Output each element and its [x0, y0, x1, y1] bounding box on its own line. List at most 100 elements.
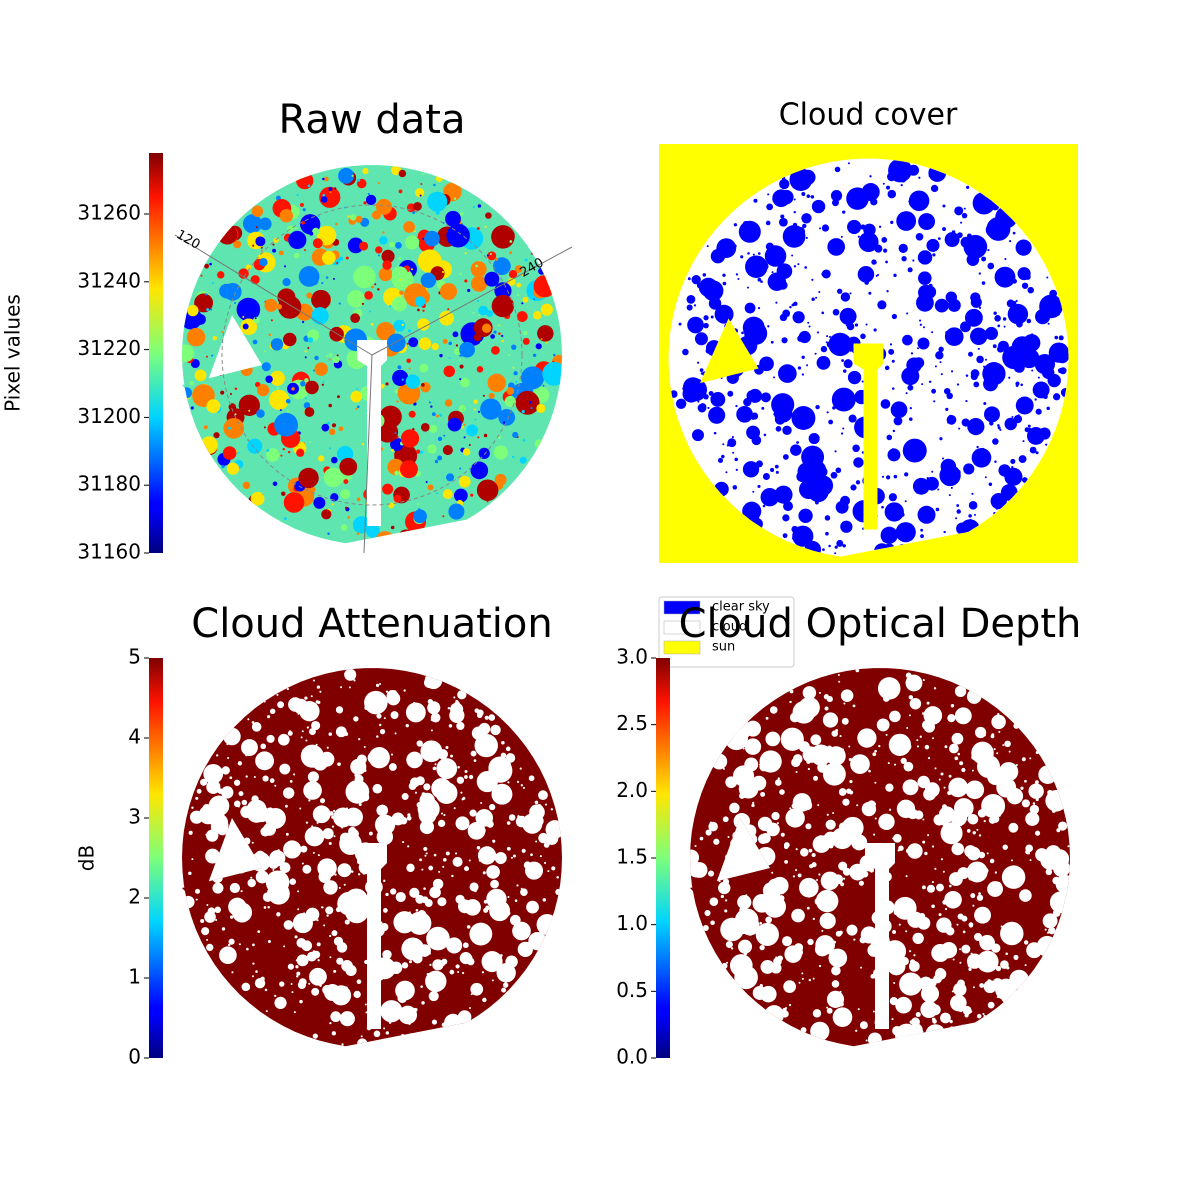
image-texture [459, 378, 462, 381]
image-texture [770, 340, 774, 344]
image-texture [556, 875, 559, 879]
image-texture [451, 874, 454, 878]
image-texture [254, 317, 257, 320]
image-texture [370, 323, 374, 326]
image-texture [257, 930, 261, 934]
image-texture [850, 754, 870, 774]
image-texture [221, 465, 225, 469]
image-texture [886, 434, 893, 441]
image-texture [898, 243, 908, 254]
image-texture [448, 341, 452, 346]
image-texture [293, 698, 309, 714]
image-texture [790, 444, 802, 456]
image-texture [780, 727, 804, 751]
image-texture [195, 314, 206, 325]
image-texture [298, 467, 319, 489]
image-texture [885, 733, 888, 736]
image-texture [461, 971, 465, 975]
image-texture [741, 792, 747, 799]
image-texture [813, 741, 816, 744]
image-texture [468, 1007, 472, 1010]
image-texture [365, 194, 377, 206]
image-texture [944, 327, 964, 347]
image-texture [703, 315, 709, 321]
image-texture [363, 768, 367, 772]
image-texture [206, 903, 209, 906]
image-texture [442, 865, 445, 868]
image-texture [509, 251, 513, 255]
image-texture [388, 965, 391, 968]
image-texture [311, 720, 321, 731]
image-texture [555, 888, 562, 895]
image-texture [891, 359, 895, 363]
image-texture [382, 231, 385, 234]
image-texture [478, 447, 490, 459]
image-texture [404, 235, 420, 250]
image-texture [290, 983, 293, 986]
image-texture [1056, 858, 1059, 861]
image-texture [491, 345, 500, 355]
image-texture [1012, 923, 1018, 928]
image-texture [398, 169, 407, 178]
image-texture [442, 857, 447, 862]
image-texture [810, 1021, 830, 1041]
image-texture [1028, 242, 1031, 245]
image-texture [966, 861, 988, 883]
image-texture [737, 895, 752, 910]
image-texture [1008, 822, 1019, 833]
image-texture [826, 1007, 833, 1014]
image-texture [480, 341, 483, 344]
image-texture [1055, 350, 1069, 364]
image-texture [802, 223, 807, 229]
image-texture [830, 471, 838, 479]
image-texture [338, 709, 343, 714]
image-texture [423, 783, 431, 791]
image-texture [830, 190, 843, 202]
image-texture [324, 814, 327, 817]
image-texture [491, 225, 515, 249]
image-texture [940, 858, 944, 861]
image-texture [383, 879, 386, 883]
image-texture [328, 447, 331, 450]
image-texture [927, 834, 930, 837]
image-texture [498, 954, 503, 959]
image-texture [732, 845, 744, 857]
image-texture [800, 1027, 807, 1033]
image-texture [934, 867, 937, 870]
image-texture [801, 355, 805, 359]
image-texture [470, 493, 474, 497]
image-texture [332, 356, 340, 364]
image-texture [522, 337, 530, 345]
image-texture [760, 392, 771, 403]
image-texture [408, 911, 411, 914]
image-texture [463, 423, 466, 426]
image-texture [380, 922, 389, 932]
image-texture [811, 278, 814, 281]
image-texture [477, 846, 497, 865]
image-texture [779, 789, 785, 795]
image-texture [812, 178, 815, 181]
image-texture [840, 882, 845, 887]
image-texture [1035, 750, 1039, 755]
image-texture [263, 350, 266, 353]
image-texture [276, 912, 281, 917]
image-texture [206, 308, 210, 312]
image-texture [188, 830, 193, 835]
image-texture [981, 281, 986, 285]
image-texture [818, 873, 821, 876]
image-texture [368, 747, 390, 769]
image-texture [407, 845, 410, 848]
image-texture [947, 714, 956, 723]
image-texture [542, 384, 545, 387]
image-texture [535, 343, 542, 350]
colorbar-tick-label: 1 [128, 965, 141, 989]
image-texture [1035, 309, 1051, 325]
legend-swatch [663, 600, 701, 615]
image-texture [972, 986, 975, 989]
image-texture [337, 762, 341, 767]
image-texture [729, 719, 752, 741]
image-texture [221, 873, 224, 876]
image-texture [418, 337, 432, 350]
image-texture [826, 335, 829, 338]
image-texture [459, 341, 475, 358]
